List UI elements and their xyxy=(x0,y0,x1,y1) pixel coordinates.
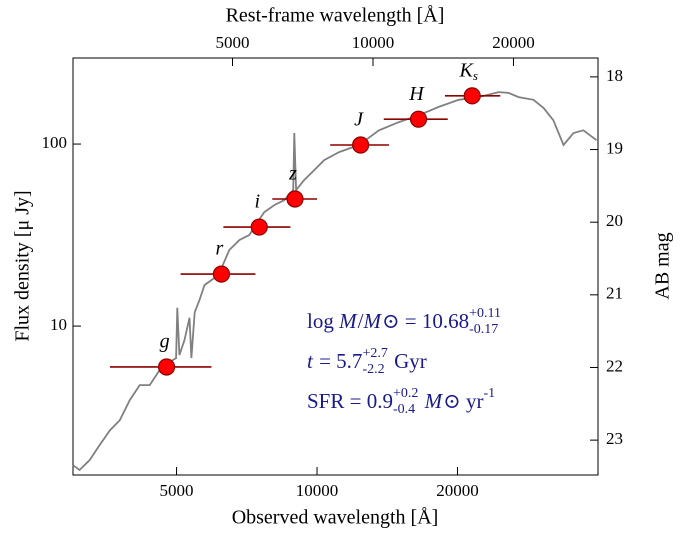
annotation-superscript: -1 xyxy=(483,386,495,401)
photometry-point xyxy=(212,265,231,283)
y2-tick-label: 19 xyxy=(606,138,623,157)
plot-frame xyxy=(72,57,599,476)
filter-label: g xyxy=(160,331,170,353)
filter-label: z xyxy=(288,163,297,185)
photometry-point xyxy=(409,110,428,128)
annotation-subscript: -2.2 xyxy=(362,362,384,377)
annotation-text: = 10.68 xyxy=(400,309,470,333)
y-tick-label: 10 xyxy=(50,315,67,334)
y2-tick-label: 23 xyxy=(606,429,623,448)
filter-label: r xyxy=(216,238,224,260)
annotation-text: / xyxy=(358,309,364,333)
filter-label: H xyxy=(408,83,425,105)
annotation-subscript: -0.17 xyxy=(469,322,498,337)
annotation-text: ⊙ xyxy=(382,309,400,333)
annotation-text: M xyxy=(362,309,382,333)
x2-axis-label: Rest-frame wavelength [Å] xyxy=(226,5,445,27)
filter-label: K xyxy=(458,59,474,81)
annotation-superscript: +0.2 xyxy=(393,386,418,401)
annotation-text: Gyr xyxy=(389,349,427,373)
y2-tick-label: 20 xyxy=(606,211,623,230)
x2-tick-label: 10000 xyxy=(352,33,395,52)
annotation-subscript: -0.4 xyxy=(393,402,415,417)
filter-label: i xyxy=(254,191,260,213)
y-axis-label: Flux density [μ Jy] xyxy=(12,190,34,341)
x2-tick-label: 20000 xyxy=(492,33,535,52)
y-tick-label: 100 xyxy=(42,133,68,152)
photometry-point xyxy=(157,358,176,376)
photometry-point xyxy=(250,218,268,236)
annotation-superscript: +2.7 xyxy=(362,346,387,361)
annotation-text: M xyxy=(424,389,444,413)
x-tick-label: 10000 xyxy=(296,481,339,500)
x-tick-label: 20000 xyxy=(436,481,479,500)
model-spectrum xyxy=(72,91,598,472)
x-tick-label: 5000 xyxy=(160,481,194,500)
annotation-text: M xyxy=(338,309,358,333)
y2-tick-label: 22 xyxy=(606,356,623,375)
photometry-point xyxy=(286,190,304,208)
x-axis-label: Observed wavelength [Å] xyxy=(232,507,439,529)
photometry-point xyxy=(463,87,481,105)
y2-axis-label: AB mag xyxy=(652,232,674,299)
filter-subscript: s xyxy=(473,68,478,83)
annotation-text: log xyxy=(307,309,339,333)
y2-tick-label: 18 xyxy=(606,66,623,85)
annotation-text: = 5.7 xyxy=(314,349,363,373)
annotation-text: ⊙ xyxy=(443,389,461,413)
annotation-text: yr xyxy=(461,389,484,413)
photometry-point xyxy=(352,136,370,154)
annotation-text: t xyxy=(307,349,314,373)
y2-tick-label: 21 xyxy=(606,284,623,303)
annotation-superscript: +0.11 xyxy=(469,306,501,321)
annotation-text: SFR = 0.9 xyxy=(307,389,393,413)
x2-tick-label: 5000 xyxy=(216,33,250,52)
filter-label: J xyxy=(354,109,364,131)
